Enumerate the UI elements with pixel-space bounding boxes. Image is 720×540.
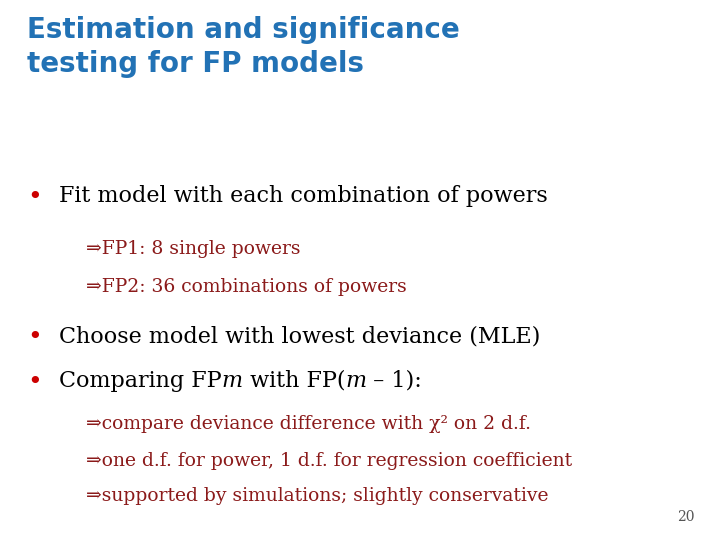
Text: •: • (27, 185, 42, 209)
Text: •: • (27, 325, 42, 349)
Text: ⇒compare deviance difference with χ² on 2 d.f.: ⇒compare deviance difference with χ² on … (86, 415, 531, 433)
Text: ⇒FP2: 36 combinations of powers: ⇒FP2: 36 combinations of powers (86, 278, 407, 296)
Text: – 1):: – 1): (366, 370, 422, 392)
Text: Fit model with each combination of powers: Fit model with each combination of power… (59, 185, 548, 207)
Text: Comparing FP: Comparing FP (59, 370, 222, 392)
Text: Estimation and significance
testing for FP models: Estimation and significance testing for … (27, 16, 460, 78)
Text: ⇒supported by simulations; slightly conservative: ⇒supported by simulations; slightly cons… (86, 487, 549, 505)
Text: ⇒FP1: 8 single powers: ⇒FP1: 8 single powers (86, 240, 301, 258)
Text: 20: 20 (678, 510, 695, 524)
Text: m: m (346, 370, 366, 392)
Text: •: • (27, 370, 42, 394)
Text: with FP(: with FP( (243, 370, 346, 392)
Text: Choose model with lowest deviance (MLE): Choose model with lowest deviance (MLE) (59, 325, 541, 347)
Text: m: m (222, 370, 243, 392)
Text: ⇒one d.f. for power, 1 d.f. for regression coefficient: ⇒one d.f. for power, 1 d.f. for regressi… (86, 452, 572, 470)
